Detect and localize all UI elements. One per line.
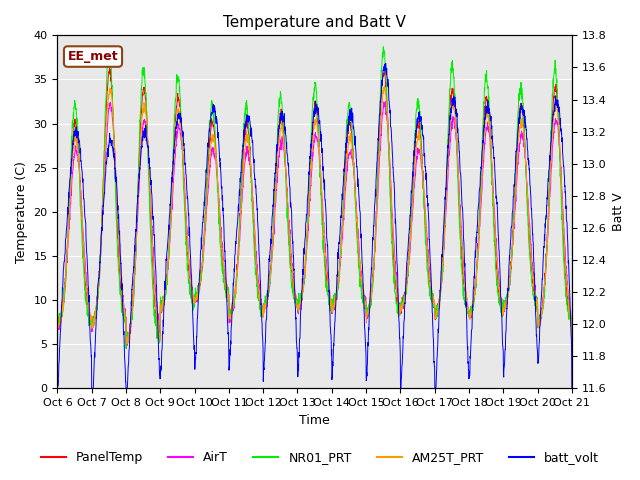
AM25T_PRT (537, 316, 545, 322)
batt_volt (197, 246, 205, 252)
NR01_PRT (464, 308, 472, 314)
AM25T_PRT (568, 350, 576, 356)
PanelTemp (106, 65, 113, 71)
AirT (464, 305, 472, 311)
PanelTemp (464, 308, 472, 314)
PanelTemp (568, 350, 576, 356)
NR01_PRT (523, 188, 531, 194)
batt_volt (330, 349, 337, 355)
NR01_PRT (537, 314, 545, 320)
batt_volt (537, 296, 545, 302)
NR01_PRT (568, 350, 576, 356)
Line: batt_volt: batt_volt (58, 63, 572, 388)
NR01_PRT (104, 43, 112, 49)
Text: EE_met: EE_met (68, 50, 118, 63)
NR01_PRT (330, 294, 337, 300)
PanelTemp (330, 301, 337, 307)
X-axis label: Time: Time (300, 414, 330, 427)
batt_volt (340, 160, 348, 166)
AirT (537, 314, 545, 320)
AirT (523, 175, 531, 181)
PanelTemp (340, 176, 348, 182)
AirT (340, 206, 348, 212)
AM25T_PRT (464, 308, 472, 314)
Title: Temperature and Batt V: Temperature and Batt V (223, 15, 406, 30)
AM25T_PRT (54, 324, 61, 330)
AirT (381, 98, 389, 104)
batt_volt (523, 136, 531, 142)
Legend: PanelTemp, AirT, NR01_PRT, AM25T_PRT, batt_volt: PanelTemp, AirT, NR01_PRT, AM25T_PRT, ba… (36, 446, 604, 469)
batt_volt (568, 385, 576, 391)
Line: PanelTemp: PanelTemp (58, 68, 572, 353)
batt_volt (54, 383, 61, 389)
PanelTemp (54, 317, 61, 323)
batt_volt (88, 385, 95, 391)
AM25T_PRT (523, 179, 531, 184)
Line: AirT: AirT (58, 101, 572, 353)
NR01_PRT (197, 278, 205, 284)
AirT (568, 350, 576, 356)
PanelTemp (197, 266, 205, 272)
AirT (197, 277, 205, 283)
AM25T_PRT (197, 275, 205, 280)
NR01_PRT (340, 172, 348, 178)
AM25T_PRT (381, 83, 388, 89)
AM25T_PRT (329, 307, 337, 313)
PanelTemp (523, 179, 531, 184)
Y-axis label: Temperature (C): Temperature (C) (15, 161, 28, 263)
NR01_PRT (54, 324, 61, 329)
batt_volt (382, 60, 390, 66)
AirT (54, 328, 61, 334)
Line: NR01_PRT: NR01_PRT (58, 46, 572, 353)
Y-axis label: Batt V: Batt V (612, 192, 625, 231)
PanelTemp (537, 312, 545, 317)
batt_volt (465, 359, 472, 365)
Line: AM25T_PRT: AM25T_PRT (58, 86, 572, 353)
AirT (329, 302, 337, 308)
AM25T_PRT (340, 187, 348, 193)
